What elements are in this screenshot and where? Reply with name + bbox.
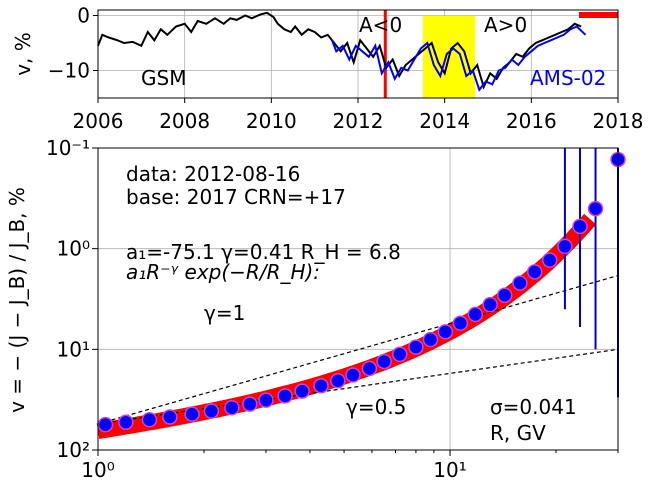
data-points: [97, 151, 626, 433]
data-point: [313, 377, 329, 394]
top-x-tick-label: 2008: [159, 109, 210, 133]
data-point: [294, 383, 310, 399]
data-point: [467, 306, 484, 323]
top-x-tick-label: 2012: [333, 109, 384, 133]
data-point: [330, 372, 346, 389]
gsm-label: GSM: [141, 66, 186, 90]
bottom-y-tick-label: 10⁰: [57, 237, 90, 261]
top-y-tick-label: 0: [77, 4, 90, 28]
data-point: [184, 406, 200, 422]
top-x-tick-label: 2014: [419, 109, 470, 133]
data-point: [376, 353, 392, 370]
bottom-x-tick-label: 10¹: [433, 458, 466, 482]
top-ticks: 2006 2008 2010 2012 2014 2016 2018 0 −10: [48, 4, 644, 134]
reference-lines: [97, 274, 619, 425]
data-point: [572, 218, 588, 235]
data-point: [141, 411, 158, 428]
bottom-y-tick-label: 10¹: [57, 337, 90, 361]
base-text: base: 2017 CRN=+17: [126, 185, 346, 209]
data-point: [482, 296, 498, 313]
gamma-half-label: γ=0.5: [346, 395, 406, 419]
data-point: [162, 409, 178, 425]
top-x-tick-label: 2010: [246, 109, 297, 133]
bottom-panel: 10⁰ 10¹ 10⁻¹ 10⁰ 10¹ 10² v = − (J − J_B) / J_…: [5, 136, 626, 482]
data-point: [512, 275, 528, 291]
bottom-y-tick-label: 10⁻¹: [46, 136, 90, 160]
sigma-label: σ=0.041: [490, 395, 577, 419]
data-point: [452, 315, 469, 331]
data-point: [97, 416, 114, 433]
data-point: [392, 346, 408, 363]
data-point: [422, 331, 439, 348]
top-series: [97, 11, 587, 92]
top-x-tick-label: 2016: [506, 109, 557, 133]
a-positive-label: A>0: [484, 13, 527, 37]
data-point: [496, 287, 513, 303]
data-date-text: data: 2012-08-16: [126, 162, 300, 186]
top-panel: 2006 2008 2010 2012 2014 2016 2018 0 −10 v, % GS…: [11, 4, 643, 134]
data-point: [118, 414, 134, 430]
gamma-half-line: [97, 348, 619, 425]
bottom-ticks: 10⁰ 10¹ 10⁻¹ 10⁰ 10¹ 10²: [46, 136, 619, 482]
data-point: [224, 399, 240, 416]
series-line-ams-02: [331, 25, 587, 92]
data-point: [437, 324, 454, 340]
gamma-one-line: [97, 274, 619, 425]
data-point: [526, 264, 543, 280]
bottom-frame: [97, 147, 619, 451]
bottom-x-tick-label: 10⁰: [81, 458, 114, 482]
data-point: [557, 238, 573, 255]
data-point: [345, 367, 361, 383]
data-point: [277, 388, 293, 404]
data-point: [408, 339, 424, 355]
top-ylabel: v, %: [11, 32, 35, 76]
data-point: [258, 392, 274, 408]
data-point: [361, 360, 378, 377]
red-base-bar: [579, 12, 618, 18]
bottom-y-tick-label: 10²: [57, 438, 90, 462]
data-point: [242, 396, 258, 412]
top-y-tick-label: −10: [48, 59, 90, 83]
fit-params-text: a₁=-75.1 γ=0.41 R_H = 6.8: [126, 240, 401, 264]
data-point: [542, 252, 558, 268]
x-axis-label: R, GV: [490, 421, 546, 445]
top-x-tick-label: 2018: [593, 109, 644, 133]
a-negative-label: A<0: [359, 13, 402, 37]
data-point: [203, 403, 220, 419]
gamma-one-label: γ=1: [204, 301, 245, 325]
ams-label: AMS-02: [530, 66, 606, 90]
error-bars: [563, 148, 619, 398]
top-x-tick-label: 2006: [73, 109, 124, 133]
bottom-grid: [98, 148, 618, 450]
fit-formula-text: a₁R⁻ᵞ exp(−R/R_H):: [126, 260, 320, 284]
data-point: [587, 200, 604, 217]
bottom-ylabel: v = − (J − J_B) / J_B, %: [5, 187, 29, 413]
